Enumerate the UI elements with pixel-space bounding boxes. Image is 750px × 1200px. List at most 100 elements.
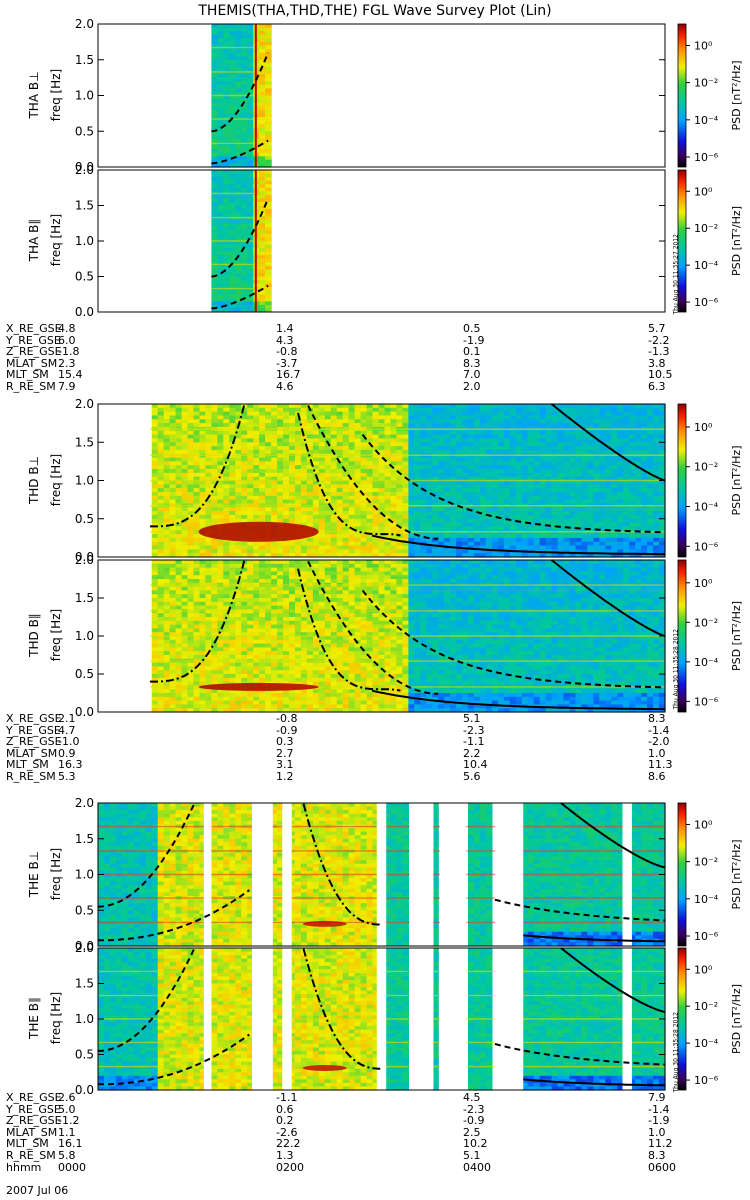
- ephemeris-label: X_RE_GSE: [6, 323, 62, 334]
- colorbar-tick-label: 10⁻²: [694, 616, 718, 629]
- ephemeris-value: -2.0: [648, 736, 669, 747]
- ephemeris-label: Y_RE_GSE: [6, 1104, 61, 1115]
- colorbar-tick-label: 10⁰: [694, 818, 713, 831]
- ephemeris-value: 5.0: [58, 1104, 76, 1115]
- ephemeris-label: MLT_SM: [6, 759, 49, 770]
- ephemeris-value: 2.3: [58, 358, 76, 369]
- ephemeris-value: 0.9: [58, 748, 76, 759]
- timestamp-stamp: Thu Aug 30 11:35:27 2012: [673, 215, 680, 315]
- ephemeris-value: 0200: [276, 1162, 304, 1173]
- y-tick-label: 1.5: [75, 591, 94, 605]
- y-tick-label: 0.5: [75, 124, 94, 138]
- ephemeris-value: 4.5: [463, 1092, 481, 1103]
- ephemeris-label: MLT_SM: [6, 1138, 49, 1149]
- date-label: 2007 Jul 06: [6, 1185, 68, 1196]
- ephemeris-value: 0600: [648, 1162, 676, 1173]
- ephemeris-value: 11.3: [648, 759, 673, 770]
- ephemeris-value: 4.3: [276, 335, 294, 346]
- colorbar-tick-label: 10⁻⁶: [694, 296, 719, 309]
- y-tick-label: 2.0: [75, 397, 94, 411]
- ephemeris-value: -1.2: [58, 1115, 79, 1126]
- ephemeris-value: 5.1: [463, 713, 481, 724]
- ephemeris-label: MLAT_SM: [6, 1127, 57, 1138]
- ephemeris-value: 10.5: [648, 369, 673, 380]
- ephemeris-value: 0.3: [276, 736, 294, 747]
- colorbar-label: PSD [nT²/Hz]: [730, 984, 743, 1054]
- ephemeris-value: 11.2: [648, 1138, 673, 1149]
- ephemeris-value: 4.8: [58, 323, 76, 334]
- timestamp-stamp: Thu Aug 30 11:35:28 2012: [673, 993, 680, 1093]
- ephemeris-value: -0.8: [276, 713, 297, 724]
- ephemeris-value: 5.7: [648, 323, 666, 334]
- y-tick-label: 2.0: [75, 941, 94, 955]
- ephemeris-value: 0000: [58, 1162, 86, 1173]
- y-tick-label: 0.0: [75, 705, 94, 719]
- ephemeris-label: X_RE_GSE: [6, 713, 62, 724]
- colorbar-tick-label: 10⁻⁴: [694, 1037, 719, 1050]
- ephemeris-value: -1.9: [648, 1115, 669, 1126]
- ephemeris-value: -1.4: [648, 1104, 669, 1115]
- ephemeris-value: -1.0: [58, 736, 79, 747]
- ephemeris-value: -0.9: [276, 725, 297, 736]
- ephemeris-value: -1.1: [463, 736, 484, 747]
- ephemeris-value: 3.8: [648, 358, 666, 369]
- ephemeris-value: 1.3: [276, 1150, 294, 1161]
- ephemeris-value: -3.7: [276, 358, 297, 369]
- panel-ylabel: freq [Hz]: [49, 958, 63, 1078]
- ephemeris-value: 0.1: [463, 346, 481, 357]
- colorbar-tick-label: 10⁻⁴: [694, 114, 719, 127]
- colorbar-tick-label: 10⁻²: [694, 461, 718, 474]
- ephemeris-value: 2.7: [276, 748, 294, 759]
- ephemeris-value: -1.4: [648, 725, 669, 736]
- ephemeris-label: Z_RE_GSE: [6, 346, 62, 357]
- ephemeris-value: 22.2: [276, 1138, 301, 1149]
- ephemeris-value: 5.8: [58, 1150, 76, 1161]
- y-tick-label: 2.0: [75, 553, 94, 567]
- ephemeris-value: -2.2: [648, 335, 669, 346]
- panel-ylabel: freq [Hz]: [49, 575, 63, 695]
- ephemeris-value: 2.6: [58, 1092, 76, 1103]
- ephemeris-value: 7.0: [463, 369, 481, 380]
- y-tick-label: 2.0: [75, 17, 94, 31]
- ephemeris-label: Y_RE_GSE: [6, 725, 61, 736]
- panel-ylabel: freq [Hz]: [49, 35, 63, 155]
- ephemeris-value: -1.3: [648, 346, 669, 357]
- ephemeris-value: -1.9: [463, 335, 484, 346]
- colorbar-tick-label: 10⁰: [694, 577, 713, 590]
- ephemeris-value: -0.8: [276, 346, 297, 357]
- colorbar-tick-label: 10⁰: [694, 185, 713, 198]
- ephemeris-value: 15.4: [58, 369, 83, 380]
- colorbar-tick-label: 10⁻²: [694, 856, 718, 869]
- panel-ylabel: freq [Hz]: [49, 180, 63, 300]
- ephemeris-value: 2.5: [463, 1127, 481, 1138]
- y-tick-label: 1.5: [75, 53, 94, 67]
- ephemeris-label: MLAT_SM: [6, 748, 57, 759]
- ephemeris-value: -1.1: [276, 1092, 297, 1103]
- panel-label: THE B∥: [27, 958, 41, 1078]
- colorbar-tick-label: 10⁰: [694, 39, 713, 52]
- ephemeris-value: -2.3: [463, 725, 484, 736]
- colorbar-label: PSD [nT²/Hz]: [730, 445, 743, 515]
- colorbar-tick-label: 10⁰: [694, 963, 713, 976]
- ephemeris-label: X_RE_GSE: [6, 1092, 62, 1103]
- panel-ylabel: freq [Hz]: [49, 420, 63, 540]
- ephemeris-value: 5.1: [463, 1150, 481, 1161]
- colorbar-label: PSD [nT²/Hz]: [730, 601, 743, 671]
- ephemeris-value: 0.2: [276, 1115, 294, 1126]
- colorbar-tick-label: 10⁻⁶: [694, 1074, 719, 1087]
- ephemeris-value: 8.3: [648, 713, 666, 724]
- y-tick-label: 1.0: [75, 89, 94, 103]
- y-tick-label: 0.5: [75, 512, 94, 526]
- ephemeris-value: 10.4: [463, 759, 488, 770]
- ephemeris-value: 8.6: [648, 771, 666, 782]
- panel-label: THE B⊥: [27, 814, 41, 934]
- colorbar-tick-label: 10⁻⁶: [694, 930, 719, 943]
- ephemeris-value: 16.7: [276, 369, 301, 380]
- colorbar-label: PSD [nT²/Hz]: [730, 60, 743, 130]
- colorbar-label: PSD [nT²/Hz]: [730, 206, 743, 276]
